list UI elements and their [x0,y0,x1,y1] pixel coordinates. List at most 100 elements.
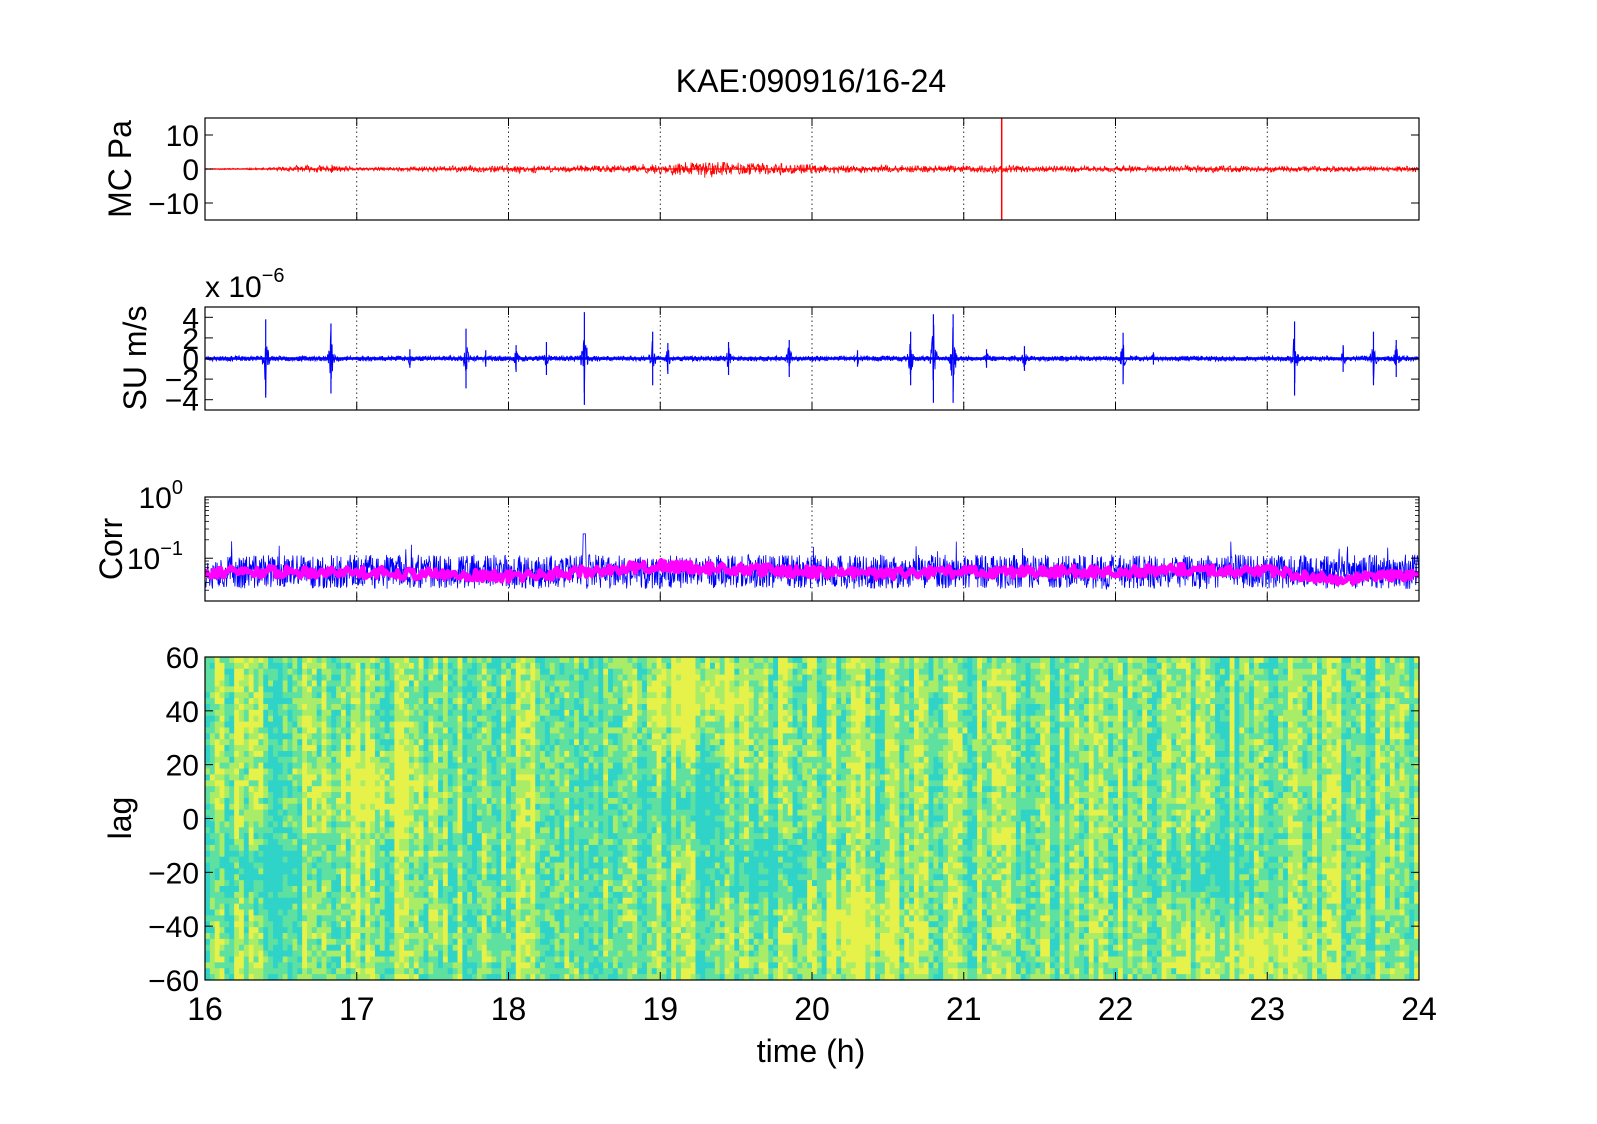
heatmap-cell [646,756,653,764]
heatmap-cell [457,686,463,693]
heatmap-cell [1326,709,1333,717]
heatmap-cell [496,703,502,711]
heatmap-cell [292,680,298,687]
heatmap-cell [491,739,497,746]
heatmap-cell [685,680,692,687]
heatmap-cell [1185,756,1192,764]
heatmap-cell [1127,727,1134,734]
heatmap-cell [389,668,395,676]
heatmap-cell [316,709,323,717]
heatmap-cell [350,756,357,764]
heatmap-cell [918,686,925,693]
heatmap-cell [661,721,667,729]
heatmap-cell [904,703,910,711]
heatmap-cell [1302,674,1308,682]
heatmap-cell [1336,692,1342,699]
heatmap-cell [1278,686,1284,693]
heatmap-cell [564,686,570,693]
heatmap-cell [889,692,896,699]
heatmap-cell [1297,674,1304,682]
heatmap-cell [287,727,294,734]
heatmap-cell [821,680,828,687]
heatmap-cell [292,692,298,699]
heatmap-cell [1336,709,1342,717]
y-tick-label: −2 [165,364,199,397]
heatmap-cell [671,680,677,687]
heatmap-cell [1006,680,1012,687]
heatmap-cell [467,686,473,693]
heatmap-cell [1229,674,1236,682]
heatmap-cell [1161,715,1168,723]
heatmap-cell [297,715,303,723]
heatmap-cell [1113,698,1119,705]
heatmap-cell [879,674,886,682]
heatmap-cell [986,657,993,664]
heatmap-cell [1117,756,1124,764]
heatmap-cell [865,762,871,770]
heatmap-cell [792,657,799,664]
heatmap-cell [1137,698,1143,705]
heatmap-cell [943,727,949,734]
heatmap-cell [1181,756,1187,764]
heatmap-cell [1205,727,1211,734]
heatmap-cell [1166,698,1172,705]
heatmap-cell [792,698,799,705]
heatmap-cell [287,768,294,776]
heatmap-cell [899,662,905,670]
heatmap-cell [1020,709,1027,717]
heatmap-cell [1117,657,1124,664]
heatmap-cell [1001,674,1007,682]
heatmap-cell [399,703,405,711]
heatmap-cell [841,668,847,676]
heatmap-cell [481,657,488,664]
heatmap-cell [501,686,507,693]
heatmap-cell [962,709,968,717]
heatmap-cell [574,668,580,676]
heatmap-cell [855,680,862,687]
heatmap-cell [365,662,371,670]
heatmap-cell [1103,698,1109,705]
heatmap-cell [1156,657,1163,664]
heatmap-cell [476,674,483,682]
heatmap-cell [311,715,318,723]
heatmap-cell [229,739,235,746]
heatmap-cell [370,662,376,670]
heatmap-cell [481,686,488,693]
heatmap-cell [986,662,993,670]
heatmap-cell [467,762,473,770]
heatmap-cell [831,727,837,734]
heatmap-cell [845,756,852,764]
heatmap-cell [899,709,905,717]
heatmap-cell [1166,692,1172,699]
heatmap-cell [549,762,556,770]
heatmap-cell [1093,733,1100,740]
heatmap-cell [428,715,434,723]
heatmap-cell [1404,733,1410,740]
heatmap-cell [1399,703,1406,711]
heatmap-cell [515,721,522,729]
heatmap-cell [943,709,949,717]
heatmap-cell [428,750,434,758]
y-tick-label: 0 [182,154,199,187]
heatmap-cell [1049,692,1056,699]
heatmap-cell [418,739,425,746]
heatmap-cell [894,715,901,723]
heatmap-cell [331,715,337,723]
heatmap-cell [753,662,760,670]
heatmap-cell [632,715,638,723]
heatmap-cell [700,756,706,764]
heatmap-cell [481,692,488,699]
heatmap-cell [1069,709,1075,717]
heatmap-cell [986,680,993,687]
heatmap-cell [646,745,653,752]
heatmap-cell [1025,727,1032,734]
heatmap-cell [355,657,361,664]
heatmap-cell [1287,657,1294,664]
heatmap-cell [889,715,896,723]
heatmap-cell [612,657,619,664]
heatmap-cell [413,692,420,699]
heatmap-cell [841,762,847,770]
heatmap-cell [350,739,357,746]
heatmap-cell [428,674,434,682]
heatmap-cell [1161,733,1168,740]
